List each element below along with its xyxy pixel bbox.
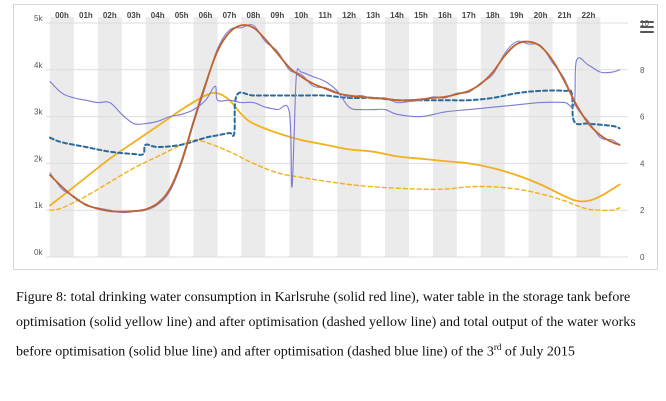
x-tick-label: 16h: [438, 11, 452, 20]
x-tick-label: 13h: [366, 11, 380, 20]
hour-band: [337, 17, 362, 257]
caption-text-end: of July 2015: [501, 344, 575, 360]
x-tick-label: 05h: [175, 11, 189, 20]
hour-band: [289, 17, 314, 257]
x-tick-label: 17h: [462, 11, 476, 20]
caption-superscript: rd: [493, 342, 502, 352]
line-chart: 00h 01h 02h 03h 04h 05h 06h 07h 08h 09h 10h 11h 12h 1…: [34, 11, 649, 262]
x-tick-label: 22h: [582, 11, 596, 20]
series-line-output-after: [49, 89, 621, 156]
y-left-tick-label: 1k: [34, 201, 43, 210]
x-tick-label: 02h: [103, 11, 117, 20]
x-tick-label: 08h: [247, 11, 261, 20]
x-tick-label: 04h: [151, 11, 165, 20]
gridlines: [46, 22, 628, 258]
x-tick-label: 01h: [79, 11, 93, 20]
y-left-tick-label: 2k: [34, 154, 43, 163]
y-axis-left-ticks: 0k 1k 2k 3k 4k 5k: [34, 14, 43, 257]
x-tick-label: 14h: [390, 11, 404, 20]
hour-band: [241, 17, 266, 257]
hour-band: [576, 17, 601, 257]
hour-band: [50, 17, 74, 257]
hour-band: [97, 17, 122, 257]
hour-band: [145, 17, 170, 257]
y-left-tick-label: 4k: [34, 61, 43, 70]
x-tick-label: 10h: [294, 11, 308, 20]
y-axis-right-ticks: 0 2 4 6 8 10: [640, 19, 649, 262]
x-tick-label: 12h: [342, 11, 356, 20]
x-tick-label: 03h: [127, 11, 141, 20]
hamburger-menu-icon[interactable]: [640, 21, 654, 35]
y-right-tick-label: 2: [640, 206, 645, 215]
x-tick-label: 11h: [319, 11, 332, 20]
x-tick-label: 18h: [486, 11, 500, 20]
y-left-tick-label: 5k: [34, 14, 43, 23]
figure-caption: Figure 8: total drinking water consumpti…: [16, 285, 656, 365]
y-right-tick-label: 0: [640, 253, 645, 262]
hour-band: [193, 17, 218, 257]
series-line-consumption: [49, 24, 621, 213]
hour-band: [528, 17, 553, 257]
chart-frame: 00h 01h 02h 03h 04h 05h 06h 07h 08h 09h 10h 11h 12h 1…: [13, 4, 658, 270]
hour-band: [432, 17, 457, 257]
y-right-tick-label: 8: [640, 66, 645, 75]
caption-text: Figure 8: total drinking water consumpti…: [16, 290, 636, 360]
x-tick-label: 00h: [55, 11, 69, 20]
hour-bands: [50, 17, 601, 257]
x-tick-label: 21h: [558, 11, 572, 20]
x-tick-label: 07h: [223, 11, 237, 20]
y-right-tick-label: 4: [640, 159, 645, 168]
y-left-tick-label: 3k: [34, 108, 43, 117]
x-tick-label: 19h: [510, 11, 524, 20]
series-line-output-before: [49, 57, 621, 188]
series-line-tank-before: [49, 91, 621, 207]
x-tick-label: 15h: [414, 11, 428, 20]
x-tick-label: 09h: [270, 11, 284, 20]
hour-band: [480, 17, 505, 257]
series-lines: [49, 23, 621, 214]
series-line-tank-after: [49, 139, 621, 212]
x-tick-label: 20h: [534, 11, 548, 20]
hour-band: [385, 17, 409, 257]
y-right-tick-label: 6: [640, 113, 645, 122]
y-right-tick-label: 10: [640, 19, 649, 28]
y-left-tick-label: 0k: [34, 248, 43, 257]
x-tick-label: 06h: [199, 11, 213, 20]
x-axis-ticks: 00h 01h 02h 03h 04h 05h 06h 07h 08h 09h 10h 11h 12h 1…: [55, 11, 595, 20]
